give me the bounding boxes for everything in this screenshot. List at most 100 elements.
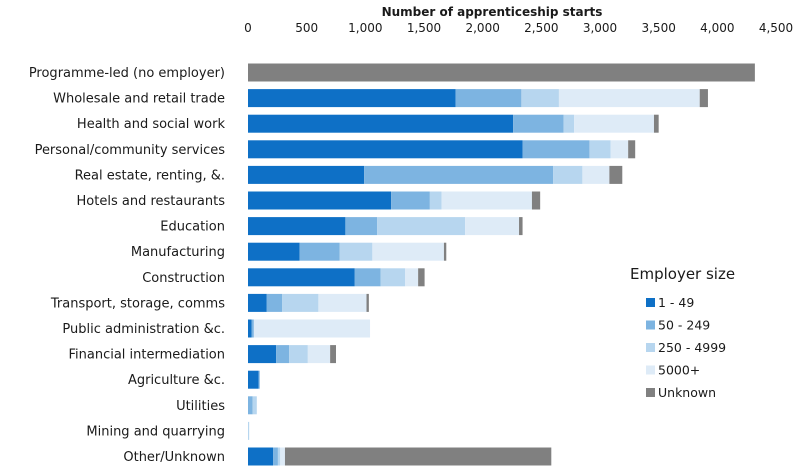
x-tick-label: 1,000 [348,21,382,35]
bar-segment [366,293,369,312]
category-label: Other/Unknown [123,450,225,465]
bar-segment [282,293,319,312]
bar-segment [248,319,252,338]
bar-segment [372,242,444,261]
legend-label: Unknown [658,385,716,400]
x-tick-label: 2,500 [524,21,558,35]
bar-segment [465,217,520,236]
bar-segment [248,421,250,440]
bar-segment [276,345,290,364]
x-tick-label: 0 [244,21,252,35]
category-label: Real estate, renting, &. [75,168,225,183]
category-label: Hotels and restaurants [77,194,226,209]
x-axis-title: Number of apprenticeship starts [382,5,603,19]
bar-segment [248,345,277,364]
bar-segment [251,319,254,338]
bar-segment [531,191,541,210]
bar-segment [380,268,406,287]
bar-segment [266,293,283,312]
category-label: Manufacturing [131,245,225,260]
bar-segment [513,114,564,133]
bar-segment [289,345,308,364]
bar-segment [248,370,259,389]
x-tick-label: 1,500 [407,21,441,35]
category-label: Health and social work [77,117,226,132]
legend-swatch [646,298,655,307]
bar-segment [318,293,367,312]
bar-segment [519,217,523,236]
bar-segment [345,217,378,236]
x-tick-label: 3,000 [583,21,617,35]
bar-segment [429,191,442,210]
category-label: Public administration &c. [62,322,225,337]
legend-title: Employer size [630,265,735,283]
bar-segment [589,140,611,159]
bar-segment [299,242,340,261]
bar-segment [405,268,419,287]
bar-segment [443,242,447,261]
category-label: Education [160,220,225,235]
bar-segment [248,217,346,236]
category-label: Agriculture &c. [128,373,225,388]
bar-segment [248,191,392,210]
bar-segment [522,140,590,159]
category-label: Mining and quarrying [86,424,225,439]
bar-segment [248,396,253,415]
bar-segment [248,165,365,184]
bar-segment [273,447,278,466]
legend-label: 1 - 49 [658,295,694,310]
bar-segment [284,447,552,466]
category-label: Financial intermediation [68,348,225,363]
legend-swatch [646,343,655,352]
legend-label: 50 - 249 [658,318,710,333]
category-label: Wholesale and retail trade [53,92,225,107]
bar-segment [248,63,755,82]
bar-segment [277,447,281,466]
bar-segment [441,191,532,210]
bar-segment [339,242,373,261]
legend-swatch [646,365,655,375]
bar-segment [553,165,583,184]
bar-segment [609,165,623,184]
bar-segment [248,293,267,312]
x-tick-label: 3,500 [641,21,675,35]
bar-segment [258,370,260,389]
bar-segment [455,89,522,108]
x-tick-label: 4,000 [700,21,734,35]
legend: Employer size 1 - 49 50 - 249 250 - 4999 50… [630,265,735,400]
bar-segment [330,345,336,364]
bar-segment [558,89,700,108]
bar-segment [248,89,456,108]
bar-segment [391,191,430,210]
bar-segment [248,268,355,287]
bar-segment [610,140,629,159]
x-tick-label: 4,500 [759,21,793,35]
bar-segment [628,140,636,159]
bar-segment [653,114,659,133]
legend-label: 5000+ [658,363,700,378]
bar-segment [699,89,708,108]
legend-swatch [646,320,655,330]
x-axis-ticks: 0 500 1,000 1,500 2,000 2,500 3,000 3,500 4,000 4… [244,21,793,35]
bar-segment [582,165,610,184]
category-label: Construction [142,271,225,286]
bar-segment [280,447,285,466]
bar-segment [248,114,514,133]
bar-segment [307,345,331,364]
bar-segment [252,396,257,415]
bar-segment [253,319,371,338]
bar-segment [248,140,523,159]
bar-segment [418,268,425,287]
bar-segment [248,242,300,261]
bar-segment [364,165,554,184]
legend-label: 250 - 4999 [658,340,726,355]
bar-segment [521,89,559,108]
category-label: Transport, storage, comms [50,296,225,311]
legend-swatch [646,388,655,397]
bars [248,63,755,466]
bar-segment [574,114,654,133]
bar-segment [248,447,274,466]
category-label: Programme-led (no employer) [29,66,225,81]
x-tick-label: 2,000 [465,21,499,35]
